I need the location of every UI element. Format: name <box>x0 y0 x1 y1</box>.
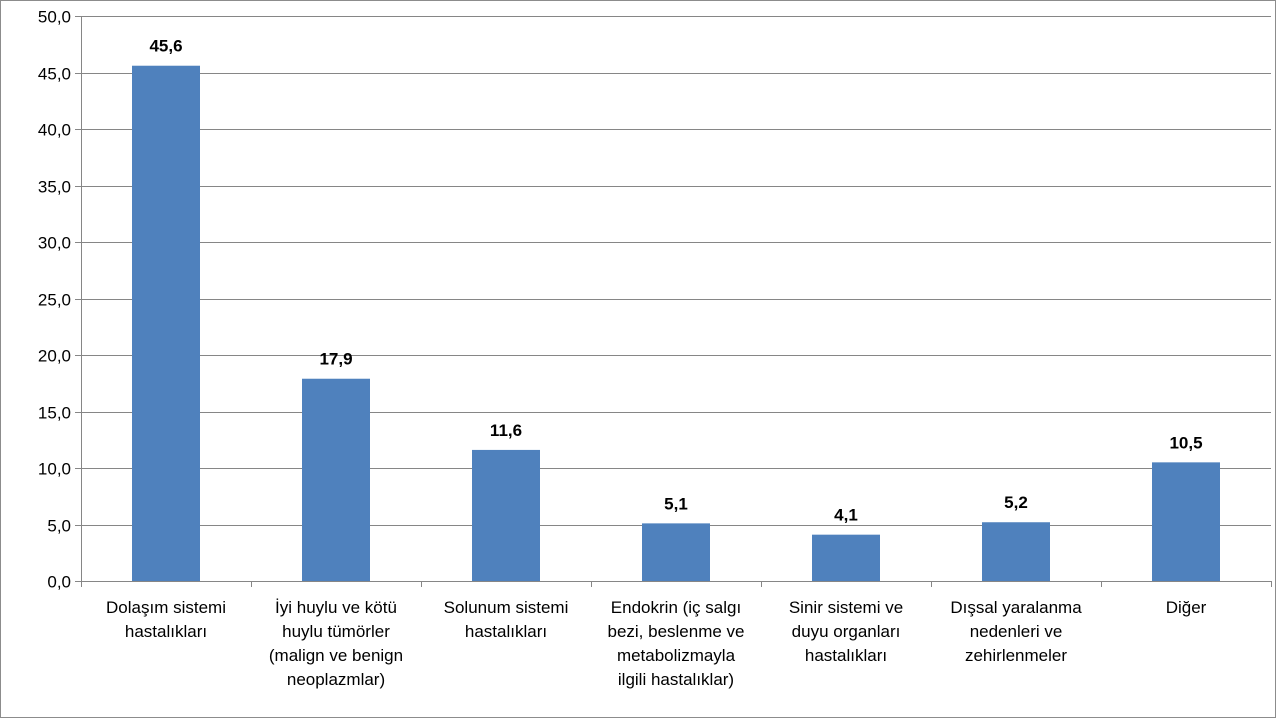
axes <box>75 16 1272 587</box>
x-category-label-line: bezi, beslenme ve <box>607 622 745 641</box>
y-tick-label: 20,0 <box>38 347 71 366</box>
bar <box>132 65 200 582</box>
x-category-label-line: İyi huylu ve kötü <box>275 598 397 617</box>
bar <box>642 523 710 581</box>
bar <box>472 449 540 581</box>
y-tick-label: 50,0 <box>38 8 71 27</box>
x-category-label-line: zehirlenmeler <box>964 646 1068 665</box>
bar <box>812 534 880 581</box>
y-tick-label: 35,0 <box>38 178 71 197</box>
data-label: 11,6 <box>490 421 522 440</box>
y-tick-label: 0,0 <box>47 573 71 592</box>
x-category-label-line: metabolizmayla <box>616 646 736 665</box>
x-category-label: İyi huylu ve kötü huylu tümörler (malign v… <box>254 596 418 692</box>
y-tick-label: 45,0 <box>38 65 71 84</box>
gridlines <box>81 16 1271 526</box>
data-label: 5,1 <box>664 494 688 513</box>
x-category-label-line: Diğer <box>1165 598 1207 617</box>
data-label: 45,6 <box>149 37 182 56</box>
y-tick-label: 10,0 <box>38 460 71 479</box>
x-category-label-line: huylu tümörler <box>282 622 390 641</box>
data-label: 17,9 <box>319 350 352 369</box>
data-label: 10,5 <box>1169 433 1202 452</box>
y-tick-label: 5,0 <box>47 517 71 536</box>
x-category-label: Endokrin (iç salgı bezi, beslenme ve metab… <box>594 596 758 692</box>
y-tick-label: 30,0 <box>38 234 71 253</box>
x-category-label-line: Solunum sistemi <box>443 598 569 617</box>
x-category-label-line: ilgili hastalıklar) <box>617 670 735 689</box>
data-label: 4,1 <box>834 506 858 525</box>
x-category-label-line: hastalıkları <box>804 646 888 665</box>
bar <box>1152 462 1220 581</box>
x-category-label-line: nedenleri ve <box>969 622 1063 641</box>
x-category-label: Dolaşım sistemi hastalıkları <box>84 596 248 644</box>
data-labels: 45,6 17,9 11,6 5,1 4,1 5,2 10,5 <box>149 37 1202 525</box>
x-category-label: Dışsal yaralanma nedenleri ve zehirlenmele… <box>934 596 1098 668</box>
bar <box>302 378 370 581</box>
bar <box>982 522 1050 581</box>
x-category-label-line: (malign ve benign <box>268 646 404 665</box>
x-category-label-line: Endokrin (iç salgı <box>610 598 742 617</box>
bars <box>132 65 1220 582</box>
data-label: 5,2 <box>1004 493 1028 512</box>
x-category-label: Sinir sistemi ve duyu organları hastalıkla… <box>764 596 928 668</box>
y-tick-label: 40,0 <box>38 121 71 140</box>
x-category-label-line: Dolaşım sistemi <box>106 598 226 617</box>
y-tick-label: 25,0 <box>38 291 71 310</box>
x-category-label: Solunum sistemi hastalıkları <box>424 596 588 644</box>
x-category-label-line: Dışsal yaralanma <box>950 598 1082 617</box>
x-category-label-line: duyu organları <box>791 622 901 641</box>
x-category-label-line: Sinir sistemi ve <box>788 598 904 617</box>
x-category-label-line: hastalıkları <box>124 622 208 641</box>
x-category-label-line: hastalıkları <box>464 622 548 641</box>
x-category-label: Diğer <box>1104 596 1268 620</box>
x-category-label-line: neoplazmlar) <box>286 670 386 689</box>
y-axis-tick-labels: 0,0 5,0 10,0 15,0 20,0 25,0 30,0 35,0 40,0 45,0 50… <box>38 8 71 592</box>
y-tick-label: 15,0 <box>38 404 71 423</box>
